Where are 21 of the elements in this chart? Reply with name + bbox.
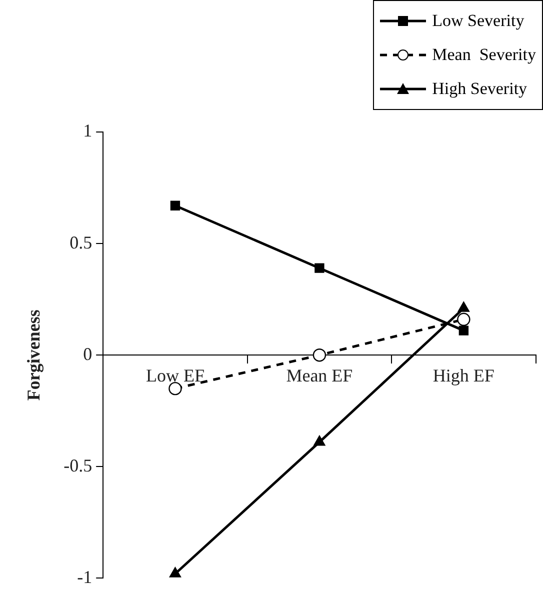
x-tick-label: High EF [432, 366, 494, 386]
y-tick-label: -1 [77, 566, 92, 587]
y-axis-title: Forgiveness [23, 310, 44, 401]
y-tick-label: 1 [83, 120, 92, 141]
point [170, 200, 180, 210]
point [458, 302, 470, 312]
y-tick-label: -0.5 [64, 455, 92, 476]
point [314, 436, 326, 446]
point [168, 382, 182, 396]
legend-label: Mean Severity [432, 45, 536, 65]
y-tick-label: 0.5 [70, 232, 92, 252]
point [314, 263, 324, 273]
point [312, 348, 326, 362]
legend-label: High Severity [432, 79, 528, 99]
x-tick-label: Mean EF [286, 366, 353, 386]
x-tick-label: Low EF [146, 366, 204, 386]
legend-label: Low Severity [432, 11, 524, 31]
point [169, 567, 182, 578]
y-tick-label: 0 [83, 344, 92, 364]
point [458, 326, 469, 336]
point [457, 312, 470, 326]
